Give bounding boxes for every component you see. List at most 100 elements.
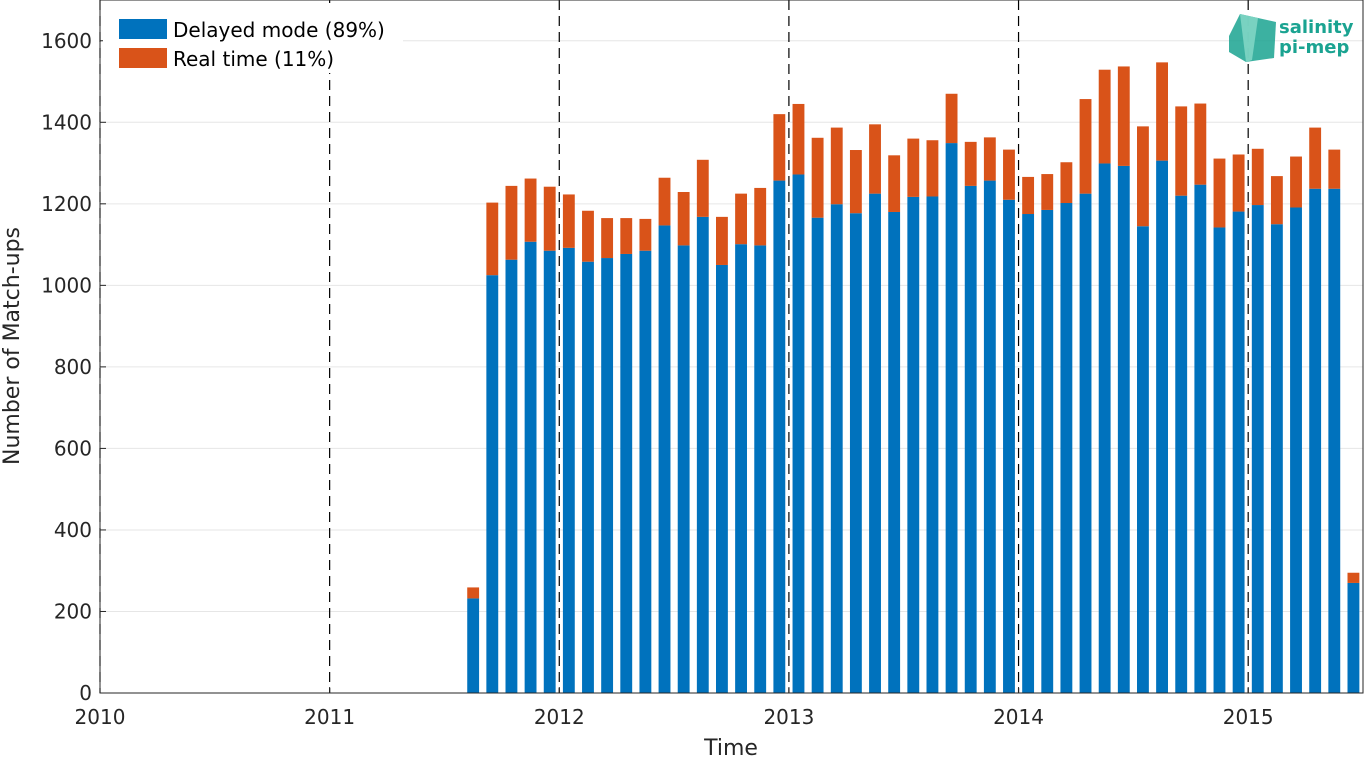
bar-real-time bbox=[869, 124, 881, 194]
bar-real-time bbox=[983, 137, 996, 181]
bar-delayed-mode bbox=[620, 253, 633, 693]
bar-delayed-mode bbox=[467, 598, 480, 693]
x-axis-title: Time bbox=[703, 736, 758, 758]
bar-real-time bbox=[1079, 99, 1092, 194]
x-tick-label: 2013 bbox=[763, 705, 814, 729]
bar-delayed-mode bbox=[1156, 160, 1169, 694]
bar-delayed-mode bbox=[1098, 163, 1111, 693]
bar-delayed-mode bbox=[601, 258, 614, 693]
y-axis-title: Number of Match-ups bbox=[0, 227, 25, 465]
year-boundary-lines bbox=[99, 0, 1249, 693]
x-tick-label: 2012 bbox=[534, 705, 585, 729]
bar-real-time bbox=[543, 186, 556, 251]
bar-real-time bbox=[1117, 66, 1130, 166]
bar-delayed-mode bbox=[983, 180, 996, 693]
bar-delayed-mode bbox=[792, 174, 805, 693]
bar-real-time bbox=[907, 138, 920, 197]
y-tick-label: 400 bbox=[54, 518, 92, 542]
x-axis-ticks: 2010 2011 2012 2013 2014 2015 bbox=[75, 687, 1274, 729]
bar-delayed-mode bbox=[1194, 184, 1207, 693]
bar-delayed-mode bbox=[1117, 165, 1130, 693]
bar-delayed-mode bbox=[658, 225, 671, 693]
x-tick-label: 2015 bbox=[1223, 705, 1274, 729]
y-tick-label: 200 bbox=[54, 599, 92, 623]
bar-delayed-mode bbox=[1309, 188, 1322, 693]
bar-real-time bbox=[945, 93, 958, 144]
bar-real-time bbox=[1041, 174, 1054, 210]
bar-real-time bbox=[754, 187, 767, 246]
bar-delayed-mode bbox=[926, 196, 939, 693]
bar-real-time bbox=[620, 218, 633, 254]
bar-delayed-mode bbox=[849, 213, 862, 694]
bar-delayed-mode bbox=[735, 244, 748, 693]
bar-real-time bbox=[1003, 149, 1015, 200]
bar-real-time bbox=[1136, 126, 1149, 227]
bar-delayed-mode bbox=[486, 275, 499, 693]
bar-real-time bbox=[601, 218, 614, 259]
bar-real-time bbox=[1022, 176, 1035, 215]
bar-real-time bbox=[467, 587, 480, 599]
logo-text-pimep: pi-mep bbox=[1279, 37, 1349, 58]
bar-real-time bbox=[830, 127, 843, 205]
bar-delayed-mode bbox=[562, 247, 575, 693]
bar-delayed-mode bbox=[754, 245, 767, 693]
x-tick-label: 2014 bbox=[993, 705, 1044, 729]
bar-real-time bbox=[811, 137, 824, 218]
bar-delayed-mode bbox=[715, 264, 728, 693]
bar-real-time bbox=[639, 218, 652, 251]
bar-real-time bbox=[562, 194, 575, 248]
bar-real-time bbox=[1290, 156, 1302, 208]
bar-real-time bbox=[926, 140, 939, 197]
bar-real-time bbox=[486, 202, 499, 276]
bar-delayed-mode bbox=[1290, 207, 1302, 693]
bar-real-time bbox=[792, 103, 805, 175]
y-tick-label: 1600 bbox=[41, 29, 92, 53]
y-axis-ticks: 0 200 400 600 800 1000 1200 1400 1600 bbox=[41, 29, 106, 705]
bar-delayed-mode bbox=[773, 180, 786, 693]
bar-delayed-mode bbox=[869, 193, 881, 693]
bar-real-time bbox=[1232, 154, 1245, 212]
bar-real-time bbox=[1175, 106, 1188, 196]
bar-real-time bbox=[1270, 176, 1283, 225]
bar-delayed-mode bbox=[1232, 211, 1245, 693]
y-tick-label: 1200 bbox=[41, 192, 92, 216]
bar-real-time bbox=[1347, 572, 1360, 583]
bar-real-time bbox=[524, 178, 537, 242]
bar-delayed-mode bbox=[1213, 227, 1226, 694]
bar-delayed-mode bbox=[524, 241, 537, 693]
bar-delayed-mode bbox=[830, 204, 843, 693]
logo-mark-facet bbox=[1240, 14, 1258, 62]
bar-delayed-mode bbox=[1041, 209, 1054, 693]
bar-real-time bbox=[1328, 149, 1341, 189]
plot-area-border bbox=[99, 0, 1364, 694]
bar-real-time bbox=[677, 192, 690, 246]
legend-swatch-delayed bbox=[119, 19, 167, 39]
legend-label-delayed: Delayed mode (89%) bbox=[173, 18, 385, 42]
bar-delayed-mode bbox=[964, 185, 977, 693]
bar-delayed-mode bbox=[1003, 199, 1015, 693]
bar-delayed-mode bbox=[696, 216, 709, 694]
x-tick-label: 2011 bbox=[304, 705, 355, 729]
y-tick-label: 0 bbox=[79, 681, 92, 705]
legend-label-realtime: Real time (11%) bbox=[173, 47, 334, 71]
y-gridlines bbox=[100, 40, 1363, 612]
bar-real-time bbox=[964, 141, 977, 186]
bar-real-time bbox=[1194, 103, 1207, 185]
y-tick-label: 800 bbox=[54, 355, 92, 379]
logo-text-salinity: salinity bbox=[1279, 17, 1354, 38]
bar-delayed-mode bbox=[1079, 193, 1092, 693]
bar-real-time bbox=[888, 155, 901, 212]
legend-swatch-realtime bbox=[119, 48, 167, 68]
bar-real-time bbox=[1098, 69, 1111, 164]
bar-real-time bbox=[715, 216, 728, 265]
y-tick-label: 600 bbox=[54, 436, 92, 460]
bar-real-time bbox=[658, 177, 671, 226]
bar-delayed-mode bbox=[1022, 214, 1035, 693]
bar-delayed-mode bbox=[1136, 226, 1149, 693]
x-tick-label: 2010 bbox=[75, 705, 126, 729]
bar-delayed-mode bbox=[1175, 195, 1188, 693]
bar-delayed-mode bbox=[677, 245, 690, 693]
bar-delayed-mode bbox=[1270, 224, 1283, 694]
bar-real-time bbox=[849, 150, 862, 214]
